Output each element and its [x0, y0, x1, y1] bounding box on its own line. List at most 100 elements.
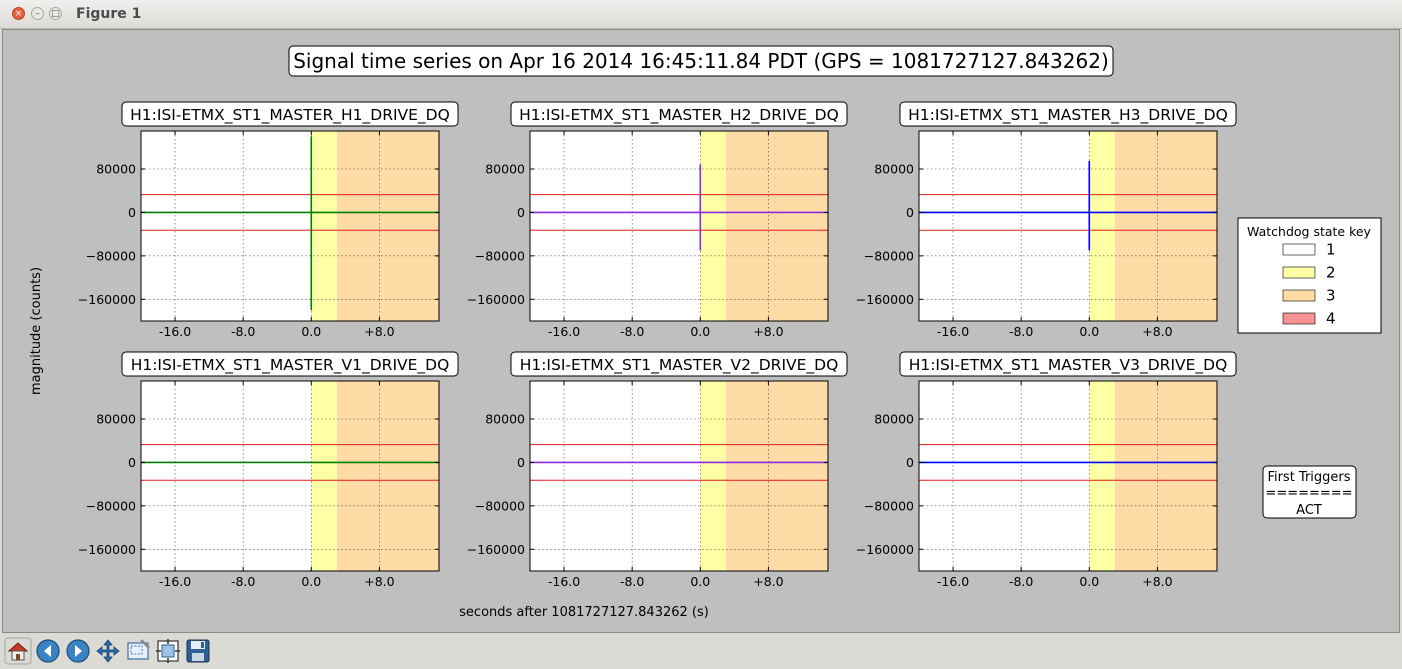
- x-tick-label: 0.0: [301, 574, 321, 589]
- figure-canvas[interactable]: Signal time series on Apr 16 2014 16:45:…: [2, 29, 1400, 633]
- first-triggers-value: ACT: [1296, 503, 1322, 518]
- y-tick-label: −80000: [86, 248, 136, 263]
- x-axis-label: seconds after 1081727127.843262 (s): [459, 605, 709, 620]
- state-span-3: [336, 131, 439, 321]
- state-span-2: [700, 131, 726, 321]
- y-tick-label: −160000: [856, 292, 914, 307]
- y-axis-label: magnitude (counts): [29, 267, 44, 395]
- subplot-6: -16.0 -8.0 0.0 +8.0 80000 0 −80000 −160000 H1:IS…: [856, 351, 1237, 589]
- state-span-3: [336, 381, 439, 571]
- y-tick-label: −160000: [467, 292, 525, 307]
- y-tick-label: 0: [906, 455, 914, 470]
- minimize-window-button[interactable]: –: [31, 7, 44, 20]
- first-triggers-frame: [1262, 465, 1357, 519]
- x-tick-label: -16.0: [159, 324, 191, 339]
- state-span-3: [1114, 381, 1217, 571]
- state-span-2: [1089, 381, 1115, 571]
- legend-swatch-2: [1282, 266, 1316, 279]
- x-tick-label: -16.0: [548, 574, 580, 589]
- legend-swatch-4: [1282, 312, 1316, 325]
- x-tick-label: -16.0: [548, 324, 580, 339]
- figure-svg: Signal time series on Apr 16 2014 16:45:…: [3, 30, 1399, 632]
- close-window-button[interactable]: ×: [12, 7, 25, 20]
- x-tick-label: +8.0: [364, 574, 394, 589]
- pan-icon[interactable]: [94, 637, 122, 665]
- legend-title: Watchdog state key: [1247, 224, 1372, 239]
- subplot-title: H1:ISI-ETMX_ST1_MASTER_H1_DRIVE_DQ: [130, 106, 450, 125]
- y-tick-label: 80000: [96, 162, 136, 177]
- configure-subplots-icon[interactable]: [154, 637, 182, 665]
- state-span-2: [700, 381, 726, 571]
- legend-swatch-1: [1282, 243, 1316, 256]
- y-tick-label: 80000: [874, 412, 914, 427]
- x-tick-label: -8.0: [1009, 324, 1033, 339]
- subplot-title-box: [121, 351, 459, 377]
- forward-icon[interactable]: [64, 637, 92, 665]
- y-tick-label: −160000: [78, 542, 136, 557]
- maximize-window-button[interactable]: □: [49, 7, 62, 20]
- y-tick-label: −80000: [864, 248, 914, 263]
- axes-frame: [140, 130, 440, 322]
- x-tick-label: +8.0: [753, 324, 783, 339]
- subplot-title-box: [510, 351, 848, 377]
- state-span-3: [725, 131, 828, 321]
- axes-frame: [918, 380, 1218, 572]
- subplot-title-box: [510, 101, 848, 127]
- axes-frame: [529, 380, 829, 572]
- navigation-toolbar: [0, 634, 1402, 669]
- x-tick-label: +8.0: [753, 574, 783, 589]
- y-tick-label: −80000: [864, 498, 914, 513]
- save-icon[interactable]: [184, 637, 212, 665]
- first-triggers-title: First Triggers: [1267, 470, 1350, 485]
- y-tick-label: 0: [128, 205, 136, 220]
- y-tick-label: −80000: [475, 498, 525, 513]
- y-tick-label: 80000: [485, 412, 525, 427]
- x-tick-label: +8.0: [364, 324, 394, 339]
- y-tick-label: 80000: [874, 162, 914, 177]
- x-tick-label: -16.0: [159, 574, 191, 589]
- x-tick-label: 0.0: [690, 324, 710, 339]
- legend-swatch-3: [1282, 289, 1316, 302]
- y-tick-label: 0: [128, 455, 136, 470]
- window-title: Figure 1: [76, 6, 142, 22]
- y-tick-label: −160000: [78, 292, 136, 307]
- subplot-5: -16.0 -8.0 0.0 +8.0 80000 0 −80000 −160000 H1:IS…: [467, 351, 848, 589]
- x-tick-label: -8.0: [231, 574, 255, 589]
- state-span-2: [1089, 131, 1115, 321]
- zoom-icon[interactable]: [124, 637, 152, 665]
- x-tick-label: -16.0: [937, 574, 969, 589]
- home-icon[interactable]: [4, 637, 32, 665]
- x-tick-label: +8.0: [1142, 574, 1172, 589]
- legend-label-2: 2: [1326, 264, 1336, 282]
- subplot-title: H1:ISI-ETMX_ST1_MASTER_H3_DRIVE_DQ: [908, 106, 1228, 125]
- state-span-3: [725, 381, 828, 571]
- axes-frame: [529, 130, 829, 322]
- back-icon[interactable]: [34, 637, 62, 665]
- x-tick-label: -8.0: [1009, 574, 1033, 589]
- x-tick-label: 0.0: [301, 324, 321, 339]
- subplot-title-box: [899, 351, 1237, 377]
- watchdog-legend: Watchdog state key 1 2 3 4: [1237, 217, 1382, 334]
- state-span-3: [1114, 131, 1217, 321]
- subplot-2: -16.0 -8.0 0.0 +8.0 80000 0 −80000 −160000 H1:IS…: [467, 101, 848, 339]
- y-tick-label: −80000: [475, 248, 525, 263]
- legend-label-3: 3: [1326, 287, 1336, 305]
- y-tick-label: −160000: [856, 542, 914, 557]
- first-triggers-box: First Triggers ======== ACT: [1262, 465, 1357, 519]
- subplot-title: H1:ISI-ETMX_ST1_MASTER_H2_DRIVE_DQ: [519, 106, 839, 125]
- figure-title-box: [288, 45, 1114, 77]
- x-tick-label: -8.0: [231, 324, 255, 339]
- y-tick-label: 0: [517, 205, 525, 220]
- window-titlebar: × – □ Figure 1: [0, 0, 1402, 29]
- subplot-title: H1:ISI-ETMX_ST1_MASTER_V2_DRIVE_DQ: [520, 356, 839, 375]
- x-tick-label: -8.0: [620, 324, 644, 339]
- legend-label-1: 1: [1326, 241, 1336, 259]
- y-tick-label: 0: [517, 455, 525, 470]
- axes-frame: [918, 130, 1218, 322]
- x-tick-label: 0.0: [1079, 574, 1099, 589]
- x-tick-label: 0.0: [690, 574, 710, 589]
- x-tick-label: 0.0: [1079, 324, 1099, 339]
- first-triggers-separator: ========: [1265, 486, 1352, 501]
- legend-label-4: 4: [1326, 310, 1336, 328]
- y-tick-label: 0: [906, 205, 914, 220]
